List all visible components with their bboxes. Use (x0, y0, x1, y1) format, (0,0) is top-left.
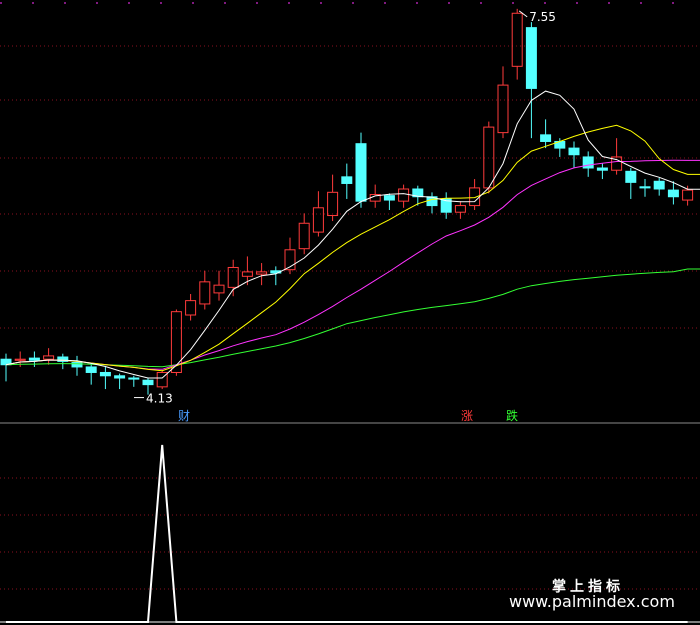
candle-down (568, 147, 580, 156)
candle-up (14, 358, 26, 361)
candle-up (170, 311, 182, 373)
candle-down (383, 195, 395, 201)
candle-up (227, 266, 239, 288)
marker-cai: 财 (178, 409, 190, 423)
candle-up (156, 371, 168, 388)
candle-down (71, 362, 83, 368)
low-price-label: 4.13 (146, 392, 173, 406)
candle-down (525, 27, 537, 89)
candle-up (43, 355, 55, 360)
ma-yellow-line (5, 124, 700, 372)
candle-down (99, 371, 111, 377)
candle-down (596, 167, 608, 171)
candle-down (639, 186, 651, 189)
candle-up (298, 222, 310, 250)
ma-white-line (5, 90, 700, 379)
candle-down (440, 198, 452, 213)
candle-up (185, 300, 197, 316)
marker-die: 跌 (506, 408, 518, 423)
watermark: 掌上指标 www.palmindex.com (509, 578, 675, 611)
candle-up (511, 12, 523, 67)
candle-down (341, 176, 353, 184)
candle-down (540, 134, 552, 142)
candle-down (57, 356, 69, 362)
high-annotation-tick (518, 10, 528, 18)
candle-up (312, 207, 324, 233)
candle-down (653, 180, 665, 190)
candle-down (28, 357, 40, 361)
candle-down (0, 358, 12, 366)
candle-down (625, 170, 637, 183)
candle-down (355, 143, 367, 202)
candle-up (497, 84, 509, 134)
candle-down (582, 156, 594, 169)
candle-down (85, 366, 97, 373)
grid-lines (0, 2, 700, 329)
price-annotations: 4.13 7.55 (134, 10, 556, 406)
marker-zhang: 涨 (461, 408, 473, 423)
candle-down (142, 379, 154, 386)
candle-up (398, 188, 410, 202)
candle-up (256, 271, 268, 275)
candle-down (667, 189, 679, 198)
ma-green-line (5, 268, 700, 368)
high-price-label: 7.55 (529, 10, 556, 24)
candle-up (682, 189, 694, 201)
candle-down (128, 377, 140, 380)
moving-average-lines (5, 90, 700, 379)
signal-markers: 财 涨 跌 (178, 408, 518, 423)
candle-up (284, 249, 296, 271)
candle-up (611, 156, 623, 171)
sub-grid-lines (0, 477, 700, 590)
candlestick-series (0, 8, 694, 395)
candle-up (241, 271, 253, 277)
candle-up (199, 281, 211, 305)
candle-down (114, 375, 126, 379)
watermark-title: 掌上指标 (552, 578, 624, 595)
candle-up (327, 191, 339, 217)
candle-up (454, 205, 466, 213)
candle-up (213, 284, 225, 294)
watermark-url: www.palmindex.com (509, 592, 675, 611)
